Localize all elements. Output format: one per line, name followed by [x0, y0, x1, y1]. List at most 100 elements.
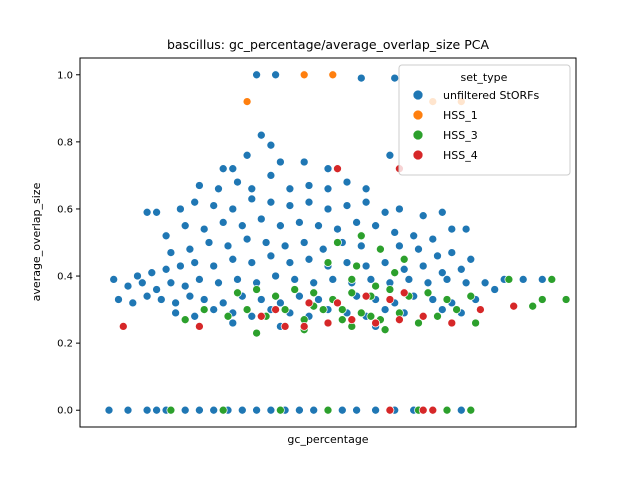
points-layer — [104, 70, 571, 415]
data-point-hss_4-22 — [333, 164, 342, 174]
y-tick-label-4: 0.8 — [57, 137, 73, 148]
data-point-hss_3-40 — [347, 288, 357, 298]
data-point-unfiltered-storfs-130 — [328, 275, 338, 284]
data-point-unfiltered-storfs-129 — [309, 278, 319, 288]
data-point-unfiltered-storfs-103 — [209, 261, 219, 271]
data-point-unfiltered-storfs-68 — [237, 221, 247, 231]
data-point-unfiltered-storfs-107 — [285, 258, 295, 267]
data-point-unfiltered-storfs-147 — [185, 291, 195, 301]
data-point-unfiltered-storfs-124 — [214, 278, 223, 288]
data-point-unfiltered-storfs-96 — [447, 248, 457, 257]
data-point-unfiltered-storfs-110 — [342, 258, 352, 267]
data-point-hss_3-9 — [337, 305, 347, 314]
data-point-unfiltered-storfs-59 — [361, 197, 371, 207]
data-point-unfiltered-storfs-48 — [152, 207, 161, 217]
y-axis: 0.0 0.2 0.4 0.6 0.8 1.0 — [57, 70, 80, 417]
data-point-unfiltered-storfs-160 — [428, 295, 438, 304]
data-point-hss_3-16 — [223, 311, 233, 321]
data-point-hss_3-13 — [347, 275, 357, 284]
y-tick-label-0: 0.0 — [57, 406, 73, 417]
data-point-unfiltered-storfs-164 — [171, 308, 180, 318]
y-tick-label-2: 0.4 — [57, 272, 73, 283]
data-point-unfiltered-storfs-142 — [114, 295, 123, 304]
data-point-unfiltered-storfs-50 — [190, 197, 200, 207]
y-tick-label-1: 0.2 — [57, 339, 73, 350]
data-point-unfiltered-storfs-121 — [166, 278, 176, 288]
data-point-hss_3-17 — [242, 305, 252, 314]
data-point-unfiltered-storfs-140 — [518, 275, 528, 284]
data-point-hss_3-47 — [504, 275, 514, 284]
legend-label-3: HSS_4 — [443, 149, 478, 162]
data-point-unfiltered-storfs-85 — [242, 234, 252, 244]
data-point-unfiltered-storfs-73 — [333, 224, 342, 234]
data-point-unfiltered-storfs-168 — [247, 311, 257, 321]
data-point-hss_4-0 — [385, 405, 395, 415]
data-point-unfiltered-storfs-27 — [390, 73, 400, 83]
data-point-unfiltered-storfs-84 — [223, 241, 233, 251]
data-point-unfiltered-storfs-79 — [447, 224, 457, 234]
data-point-unfiltered-storfs-63 — [437, 207, 447, 217]
data-point-unfiltered-storfs-45 — [342, 177, 352, 187]
data-point-unfiltered-storfs-123 — [195, 275, 204, 284]
legend-label-2: HSS_3 — [443, 129, 478, 142]
data-point-unfiltered-storfs-98 — [133, 271, 142, 281]
data-point-hss_3-26 — [414, 318, 423, 328]
chart-title: bascillus: gc_percentage/average_overlap… — [167, 37, 490, 52]
data-point-hss_3-38 — [309, 288, 319, 298]
data-point-hss_3-54 — [376, 244, 385, 254]
plot-frame — [79, 57, 577, 428]
data-point-unfiltered-storfs-23 — [456, 405, 466, 415]
data-point-unfiltered-storfs-166 — [209, 305, 219, 314]
data-point-unfiltered-storfs-152 — [276, 298, 285, 308]
data-point-unfiltered-storfs-30 — [266, 140, 276, 150]
data-point-unfiltered-storfs-94 — [414, 244, 423, 254]
legend: set_type unfiltered StORFs HSS_1 HSS_3 HSS_… — [398, 64, 571, 176]
data-point-unfiltered-storfs-120 — [152, 285, 161, 294]
data-point-hss_4-11 — [395, 315, 404, 325]
data-point-hss_4-2 — [418, 405, 428, 415]
data-point-unfiltered-storfs-54 — [266, 197, 276, 207]
data-point-unfiltered-storfs-99 — [147, 268, 157, 278]
data-point-hss_3-52 — [333, 238, 342, 247]
data-point-hss_3-2 — [276, 405, 285, 415]
data-point-unfiltered-storfs-76 — [390, 228, 400, 237]
data-point-hss_3-10 — [366, 311, 376, 321]
data-point-unfiltered-storfs-42 — [285, 184, 295, 194]
data-point-unfiltered-storfs-24 — [252, 70, 261, 80]
data-point-unfiltered-storfs-17 — [352, 405, 361, 415]
data-point-unfiltered-storfs-154 — [314, 295, 323, 304]
data-point-unfiltered-storfs-11 — [266, 405, 276, 415]
data-point-unfiltered-storfs-132 — [366, 275, 376, 284]
data-point-unfiltered-storfs-16 — [337, 405, 347, 415]
data-point-unfiltered-storfs-80 — [461, 224, 471, 234]
data-point-hss_3-51 — [561, 295, 571, 304]
data-point-hss_3-33 — [380, 325, 390, 335]
data-point-hss_4-4 — [195, 322, 204, 331]
data-point-unfiltered-storfs-52 — [228, 204, 238, 214]
data-point-hss_3-11 — [390, 268, 400, 278]
data-point-hss_4-21 — [399, 288, 409, 298]
data-point-hss_3-50 — [547, 275, 557, 284]
data-point-unfiltered-storfs-102 — [190, 258, 200, 267]
data-point-hss_3-46 — [466, 291, 476, 301]
data-point-unfiltered-storfs-180 — [228, 318, 238, 328]
data-point-unfiltered-storfs-72 — [314, 221, 323, 231]
data-point-unfiltered-storfs-9 — [237, 405, 247, 415]
data-point-hss_3-56 — [323, 258, 333, 267]
data-point-unfiltered-storfs-143 — [128, 298, 138, 308]
data-point-unfiltered-storfs-101 — [176, 261, 185, 271]
data-point-unfiltered-storfs-37 — [195, 181, 204, 190]
data-point-unfiltered-storfs-1 — [123, 405, 133, 415]
data-point-unfiltered-storfs-115 — [437, 268, 447, 278]
data-point-hss_4-12 — [418, 311, 428, 321]
data-point-unfiltered-storfs-33 — [276, 157, 285, 167]
data-point-unfiltered-storfs-47 — [142, 207, 152, 217]
data-point-unfiltered-storfs-75 — [371, 221, 380, 231]
data-point-unfiltered-storfs-112 — [380, 258, 390, 267]
data-point-hss_1-1 — [299, 70, 309, 80]
data-point-unfiltered-storfs-53 — [247, 194, 257, 204]
data-point-hss_4-8 — [323, 318, 333, 328]
data-point-unfiltered-storfs-0 — [104, 405, 114, 415]
legend-label-1: HSS_1 — [443, 109, 478, 122]
data-point-hss_3-57 — [352, 261, 361, 271]
